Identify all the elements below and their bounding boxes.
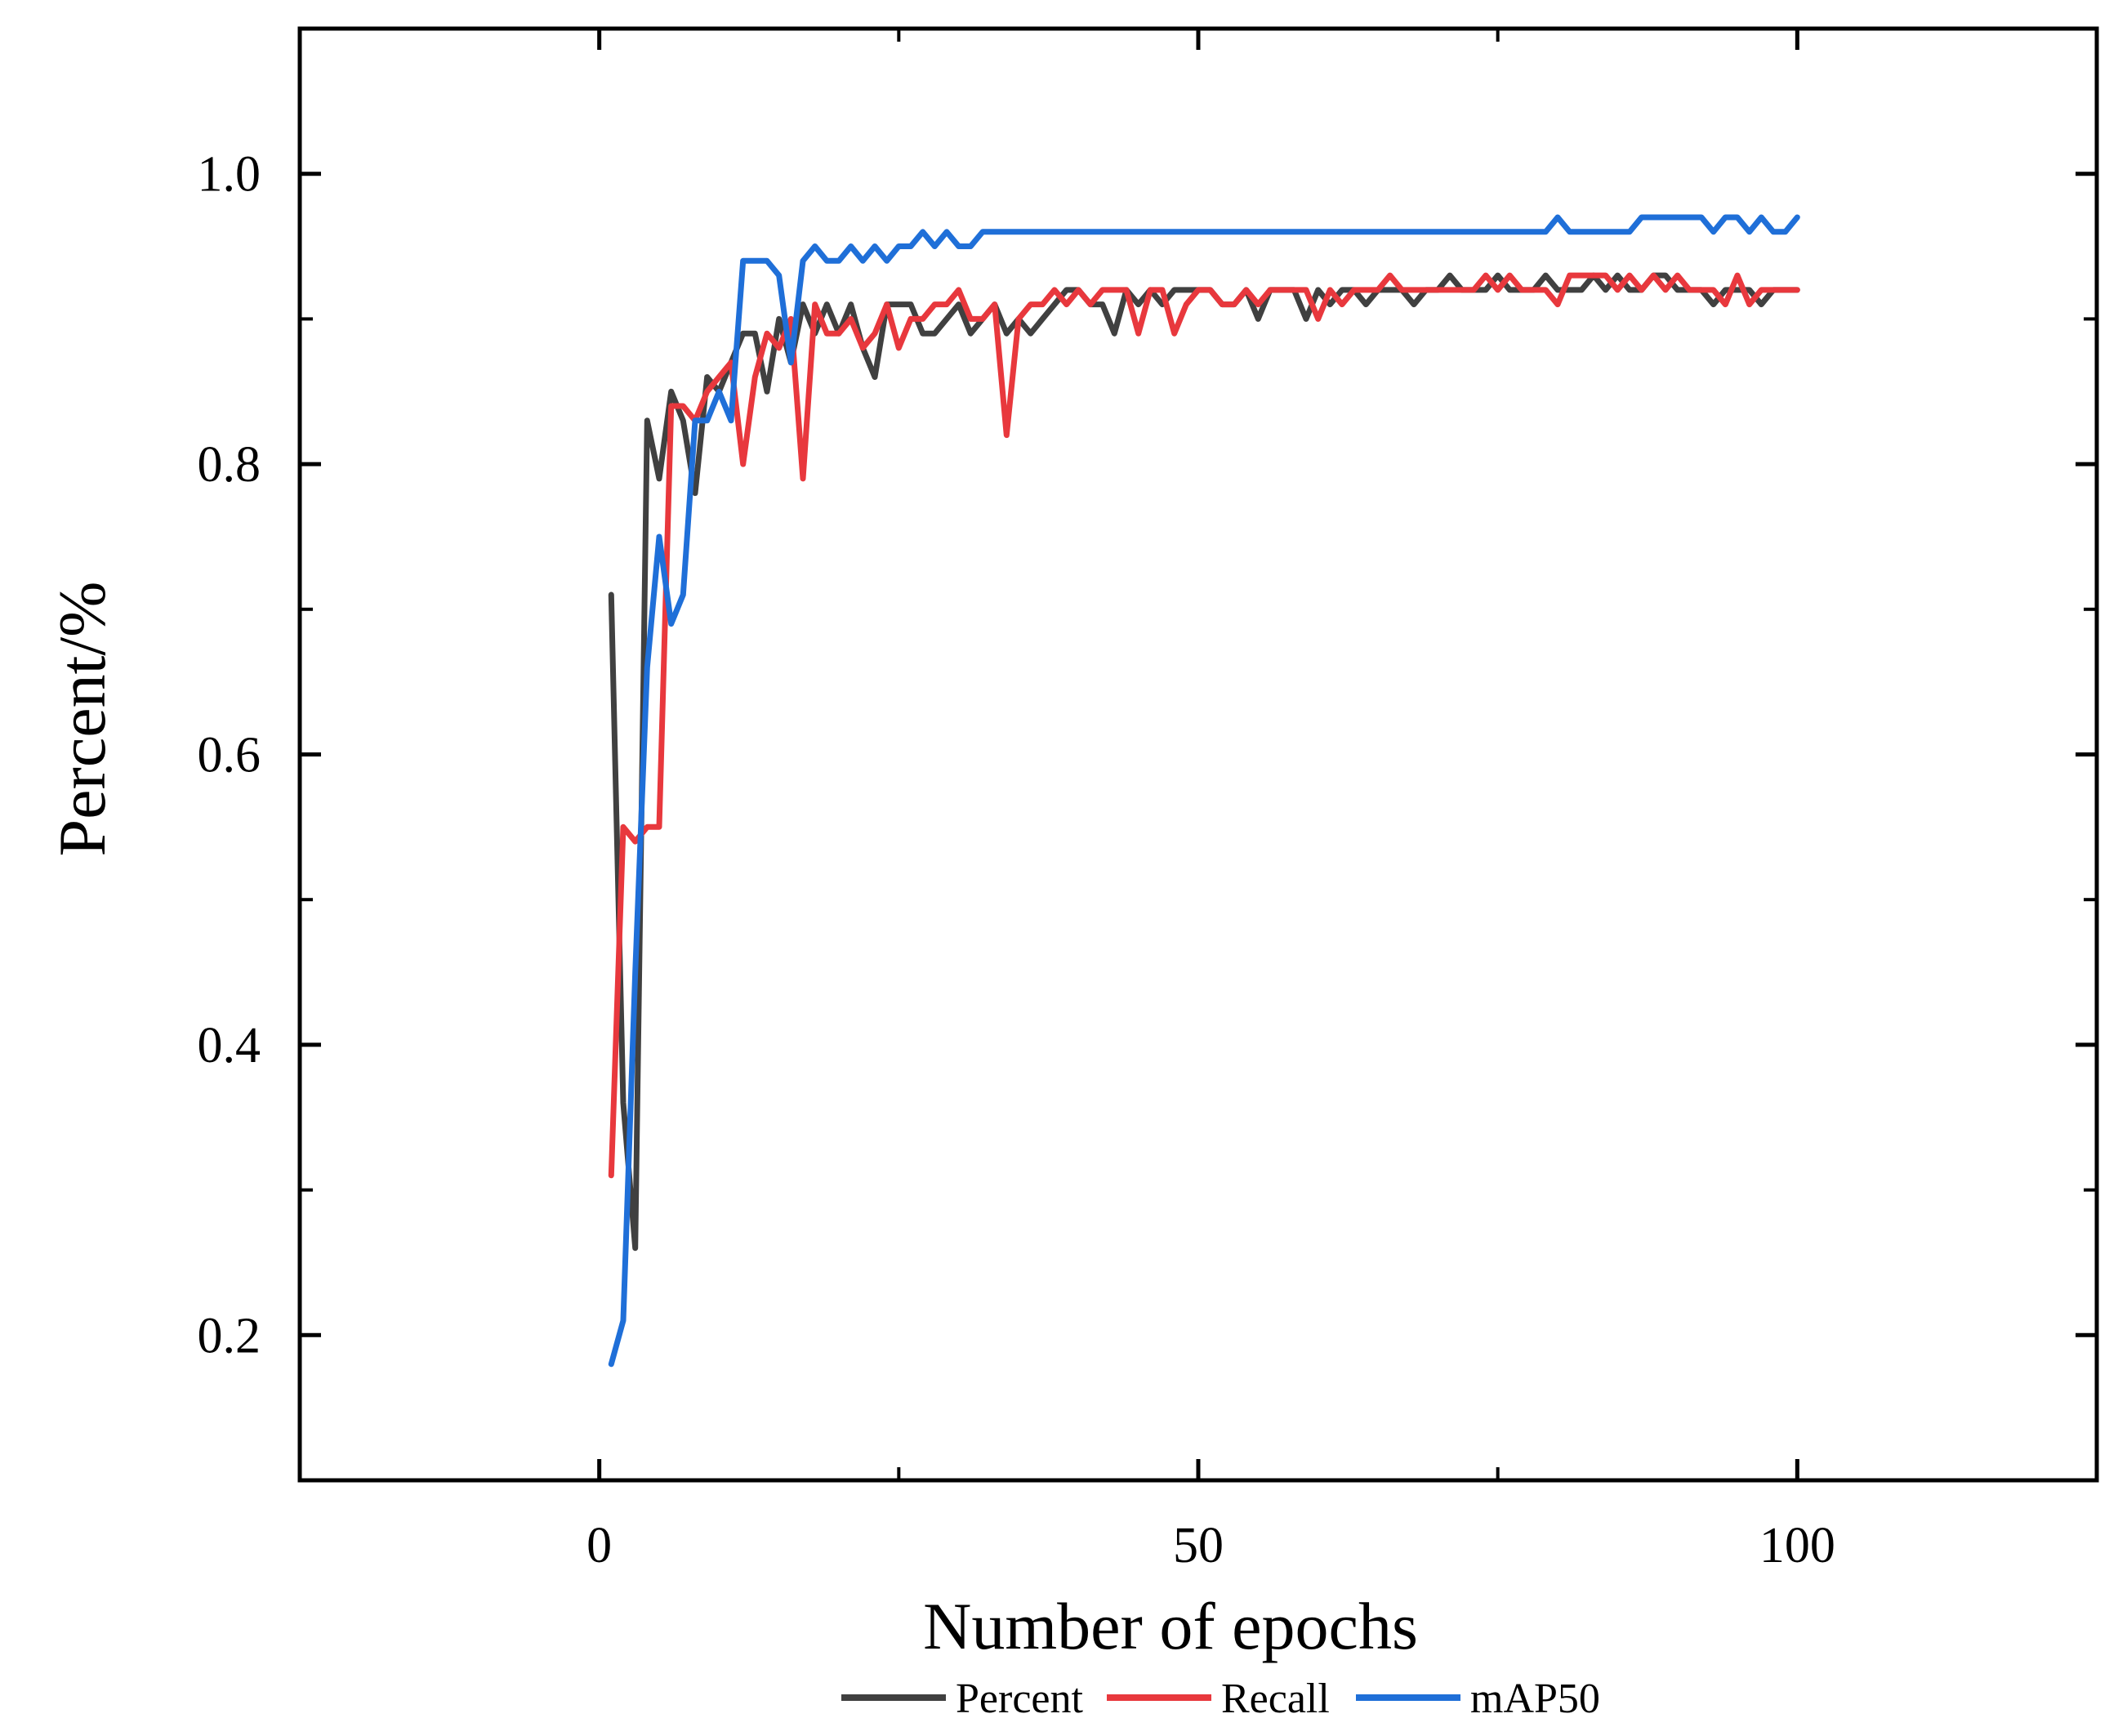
legend-label-percent: Percent (956, 1676, 1083, 1722)
legend-label-map50: mAP50 (1470, 1676, 1600, 1722)
plot-frame (297, 26, 2099, 1483)
series-line-recall (608, 272, 1800, 1179)
labels-layer: Number of epochs Percent/% (45, 582, 1418, 1663)
x-axis-title: Number of epochs (923, 1589, 1418, 1663)
series-layer (608, 214, 1800, 1368)
x-tick-label: 50 (1173, 1518, 1224, 1573)
y-tick-label: 0.4 (198, 1018, 261, 1073)
y-tick-label: 0.8 (198, 437, 261, 493)
y-axis-title: Percent/% (45, 582, 119, 857)
y-tick-label: 0.2 (198, 1308, 261, 1363)
axes-layer: 0 50 100 0.2 0.4 0.6 0.8 1.0 (198, 26, 2099, 1573)
legend: Percent Recall mAP50 (841, 1676, 1600, 1722)
y-tick-label: 0.6 (198, 728, 261, 783)
legend-label-recall: Recall (1221, 1676, 1330, 1722)
x-tick-label: 0 (586, 1518, 612, 1573)
x-tick-label: 100 (1759, 1518, 1835, 1573)
y-tick-label: 1.0 (198, 147, 261, 203)
series-line-percent (608, 272, 1800, 1252)
series-line-map50 (608, 214, 1800, 1368)
